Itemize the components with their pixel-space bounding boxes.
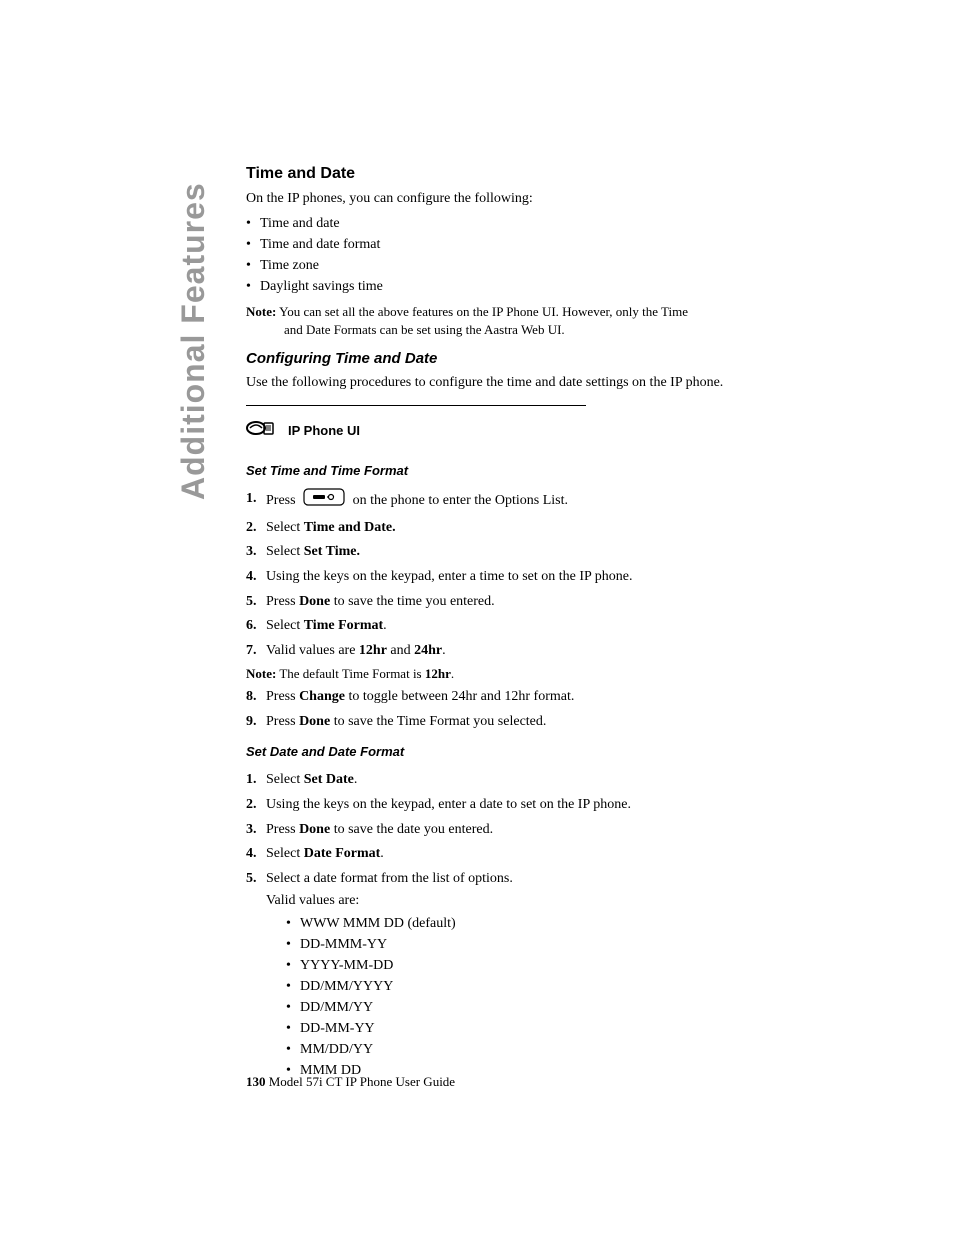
list-item: YYYY-MM-DD	[300, 955, 806, 976]
step-bold: 12hr	[359, 643, 387, 658]
step-text: .	[442, 643, 446, 658]
ui-label: IP Phone UI	[288, 423, 360, 438]
note-label: Note:	[246, 666, 276, 681]
step-text: Press	[266, 689, 299, 704]
time-steps-list-cont: Press Change to toggle between 24hr and …	[246, 686, 806, 732]
step-text: Press	[266, 822, 299, 837]
list-item: Time and date format	[260, 234, 806, 255]
step-text: to toggle between 24hr and 12hr format.	[345, 689, 574, 704]
config-options-list: Time and date Time and date format Time …	[246, 213, 806, 297]
config-body: Use the following procedures to configur…	[246, 373, 806, 393]
step-item: Press Done to save the time you entered.	[246, 591, 806, 613]
step-item: Press on the phone to enter the Options …	[246, 488, 806, 514]
step-bold: 24hr	[414, 643, 442, 658]
step-bold: Time Format	[304, 618, 383, 633]
step-text: Select	[266, 520, 304, 535]
step-text: Press	[266, 493, 296, 508]
step-item: Select Set Date.	[246, 769, 806, 791]
list-item: Time zone	[260, 255, 806, 276]
main-content: Time and Date On the IP phones, you can …	[246, 165, 806, 1084]
step-item: Using the keys on the keypad, enter a ti…	[246, 566, 806, 588]
step-item: Select Time Format.	[246, 615, 806, 637]
step-text: Select	[266, 846, 304, 861]
step-item: Press Done to save the Time Format you s…	[246, 711, 806, 733]
step-bold: Set Date	[304, 772, 354, 787]
step-text: .	[383, 618, 387, 633]
step-bold: Done	[299, 822, 330, 837]
step-item: Select Date Format.	[246, 843, 806, 865]
step-text: on the phone to enter the Options List.	[353, 493, 568, 508]
sidebar-section-label: Additional Features	[175, 182, 212, 500]
step-item: Select a date format from the list of op…	[246, 868, 806, 1081]
list-item: DD/MM/YYYY	[300, 976, 806, 997]
step-text: to save the date you entered.	[330, 822, 493, 837]
step-item: Select Time and Date.	[246, 517, 806, 539]
note-text: The default Time Format is	[276, 666, 425, 681]
step-item: Press Done to save the date you entered.	[246, 819, 806, 841]
ui-indicator-row: IP Phone UI	[246, 405, 586, 451]
note-text: You can set all the above features on th…	[279, 304, 688, 319]
note-bold: 12hr	[425, 666, 451, 681]
list-item: Time and date	[260, 213, 806, 234]
step-text: Valid values are	[266, 643, 359, 658]
page-number: 130	[246, 1074, 266, 1089]
step-bold: Done	[299, 594, 330, 609]
page-footer: 130 Model 57i CT IP Phone User Guide	[246, 1074, 455, 1090]
subheading-set-date: Set Date and Date Format	[246, 744, 806, 759]
note-block: Note: The default Time Format is 12hr.	[246, 665, 806, 683]
options-key-icon	[303, 488, 345, 514]
step-bold: Time and Date.	[304, 520, 396, 535]
step-text: Select	[266, 544, 304, 559]
subheading-configuring: Configuring Time and Date	[246, 350, 806, 367]
step-item: Select Set Time.	[246, 541, 806, 563]
step-item: Valid values are 12hr and 24hr.	[246, 640, 806, 662]
list-item: WWW MMM DD (default)	[300, 913, 806, 934]
step-text: to save the time you entered.	[330, 594, 494, 609]
step-text: Select	[266, 772, 304, 787]
list-item: MM/DD/YY	[300, 1039, 806, 1060]
step-text: .	[380, 846, 384, 861]
list-item: Daylight savings time	[260, 276, 806, 297]
step-bold: Change	[299, 689, 345, 704]
date-formats-list: WWW MMM DD (default) DD-MMM-YY YYYY-MM-D…	[266, 913, 806, 1081]
footer-title: Model 57i CT IP Phone User Guide	[266, 1074, 456, 1089]
phone-ui-icon	[246, 418, 276, 443]
step-text: .	[354, 772, 358, 787]
step-text: Press	[266, 594, 299, 609]
subheading-set-time: Set Time and Time Format	[246, 463, 806, 478]
note-label: Note:	[246, 304, 276, 319]
intro-text: On the IP phones, you can configure the …	[246, 189, 806, 209]
date-steps-list: Select Set Date. Using the keys on the k…	[246, 769, 806, 1081]
list-item: DD-MM-YY	[300, 1018, 806, 1039]
step-text: Select	[266, 618, 304, 633]
note-text-cont: and Date Formats can be set using the Aa…	[246, 321, 806, 339]
note-text: .	[451, 666, 454, 681]
step-text: and	[387, 643, 414, 658]
step-text: Press	[266, 714, 299, 729]
step-bold: Set Time.	[304, 544, 360, 559]
step-text: Valid values are:	[266, 893, 359, 908]
list-item: DD-MMM-YY	[300, 934, 806, 955]
step-text: Select a date format from the list of op…	[266, 871, 513, 886]
time-steps-list: Press on the phone to enter the Options …	[246, 488, 806, 662]
note-block: Note: You can set all the above features…	[246, 303, 806, 339]
step-text: to save the Time Format you selected.	[330, 714, 546, 729]
step-item: Using the keys on the keypad, enter a da…	[246, 794, 806, 816]
list-item: DD/MM/YY	[300, 997, 806, 1018]
section-title: Time and Date	[246, 165, 806, 183]
step-bold: Date Format	[304, 846, 381, 861]
step-item: Press Change to toggle between 24hr and …	[246, 686, 806, 708]
step-bold: Done	[299, 714, 330, 729]
